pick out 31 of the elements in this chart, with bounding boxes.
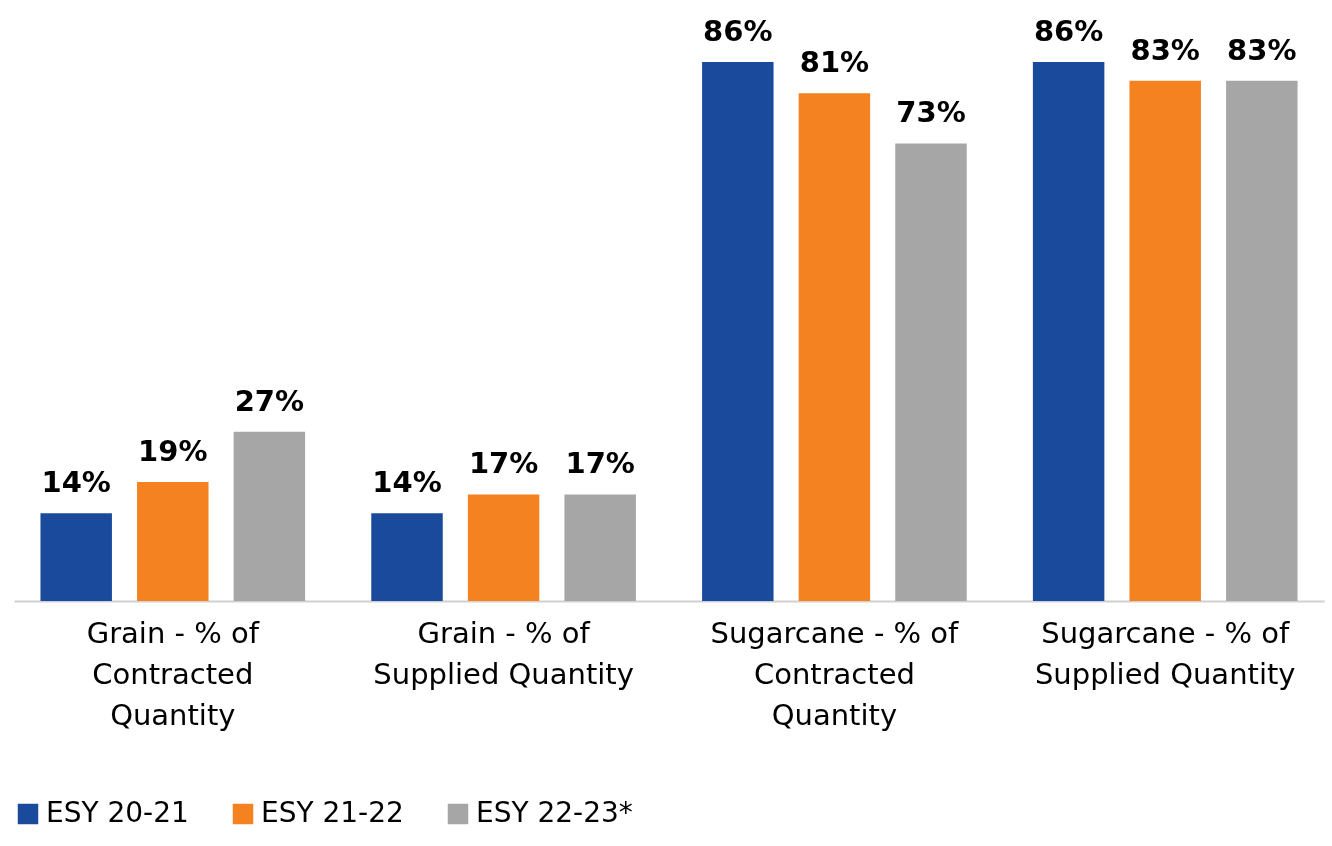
data-label: 81% — [799, 45, 870, 80]
x-tick-label: Sugarcane - % of Supplied Quantity — [1034, 615, 1296, 691]
data-label: 14% — [41, 465, 111, 500]
bar — [1226, 80, 1298, 601]
bar — [564, 494, 636, 601]
data-label: 27% — [234, 383, 305, 418]
data-label: 17% — [468, 446, 539, 481]
data-label: 73% — [896, 95, 966, 130]
legend-label: ESY 22-23* — [476, 796, 633, 829]
bar — [798, 93, 871, 601]
bar — [137, 481, 209, 601]
bar — [702, 62, 774, 601]
legend-label: ESY 21-22 — [261, 796, 404, 829]
bar — [467, 494, 540, 601]
bar — [1129, 80, 1201, 601]
x-tick-label: Sugarcane - % of Contracted Quantity — [710, 615, 960, 732]
bar — [371, 513, 443, 601]
x-tick-label: Grain - % of Supplied Quantity — [373, 615, 634, 691]
x-tick-label: Grain - % of Contracted Quantity — [86, 615, 260, 732]
data-label: 14% — [372, 465, 442, 500]
data-label: 19% — [138, 433, 208, 468]
data-label: 86% — [1033, 14, 1104, 48]
data-label: 17% — [565, 446, 635, 481]
bar — [233, 431, 306, 601]
bar — [1032, 62, 1105, 601]
bar — [895, 143, 967, 601]
legend-label: ESY 20-21 — [46, 796, 189, 829]
data-label: 83% — [1227, 32, 1297, 67]
bar — [40, 513, 112, 601]
data-label: 86% — [703, 14, 773, 48]
data-label: 83% — [1130, 32, 1200, 67]
